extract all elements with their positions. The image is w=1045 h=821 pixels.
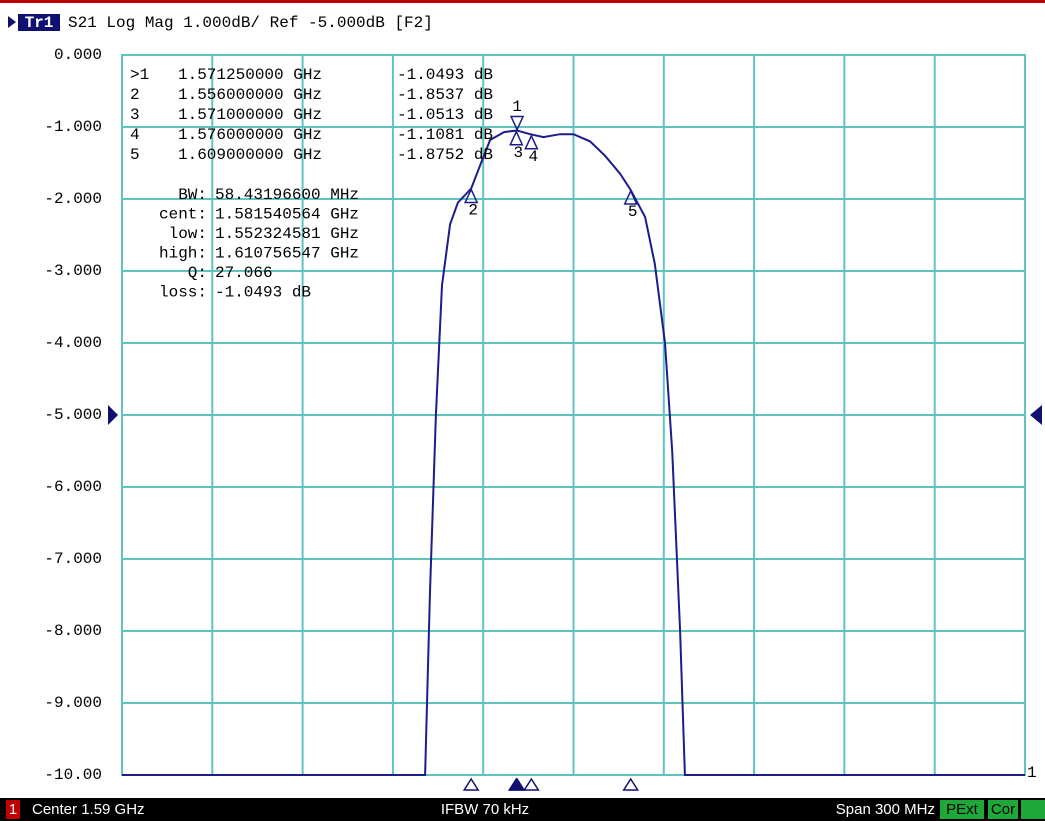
marker-value: -1.8537 dB bbox=[397, 86, 493, 104]
marker-number: 2 bbox=[468, 202, 478, 220]
status-text: PExt bbox=[946, 801, 979, 818]
top-border bbox=[0, 0, 1045, 3]
y-tick-label: -4.000 bbox=[44, 334, 102, 352]
center: Center 1.59 GHz bbox=[32, 801, 145, 818]
marker-frequency: 1.556000000 GHz bbox=[178, 86, 322, 104]
trace-title: S21 Log Mag 1.000dB/ Ref -5.000dB [F2] bbox=[68, 14, 433, 32]
trace-name: Tr1 bbox=[25, 14, 54, 32]
stimulus-marker bbox=[462, 777, 480, 791]
marker-label: >1 bbox=[130, 66, 149, 84]
status-box-clipped bbox=[1021, 800, 1045, 819]
marker-label: 4 bbox=[130, 126, 140, 144]
marker-value: -1.0513 dB bbox=[397, 106, 493, 124]
stat-label: high: bbox=[159, 245, 207, 263]
span: Span 300 MHz bbox=[836, 801, 935, 818]
marker-frequency: 1.571000000 GHz bbox=[178, 106, 322, 124]
status-box bbox=[988, 800, 1018, 819]
marker bbox=[509, 129, 524, 146]
marker-number: 4 bbox=[529, 148, 539, 166]
plot-frame bbox=[121, 54, 1026, 776]
channel-badge bbox=[6, 800, 20, 819]
stimulus-marker bbox=[622, 777, 640, 791]
stimulus-marker bbox=[507, 777, 525, 791]
marker-value: -1.1081 dB bbox=[397, 126, 493, 144]
marker-number: 5 bbox=[628, 203, 638, 221]
stat-label: loss: bbox=[159, 284, 207, 302]
y-tick-label: -5.000 bbox=[44, 406, 102, 424]
stat-label: low: bbox=[169, 225, 207, 243]
marker bbox=[524, 133, 539, 150]
y-tick-label: -9.000 bbox=[44, 694, 102, 712]
marker-label: 2 bbox=[130, 86, 140, 104]
trace bbox=[122, 129, 1025, 776]
trace-label: 1 bbox=[1027, 764, 1037, 782]
marker-value: -1.0493 dB bbox=[397, 66, 493, 84]
ref-marker-right bbox=[1030, 405, 1042, 425]
status-box bbox=[940, 800, 984, 819]
y-tick-label: -6.000 bbox=[44, 478, 102, 496]
marker-number: 3 bbox=[514, 144, 524, 162]
stimulus-marker bbox=[522, 777, 540, 791]
marker bbox=[463, 187, 479, 204]
stat-value: 1.581540564 GHz bbox=[215, 206, 359, 224]
marker bbox=[509, 115, 525, 132]
trace-indicator bbox=[8, 16, 16, 28]
y-tick-label: -2.000 bbox=[44, 190, 102, 208]
stat-label: Q: bbox=[188, 264, 207, 282]
marker-value: -1.8752 dB bbox=[397, 146, 493, 164]
y-tick-label: 0.000 bbox=[54, 46, 102, 64]
y-tick-label: -8.000 bbox=[44, 622, 102, 640]
marker bbox=[623, 189, 638, 205]
stat-value: -1.0493 dB bbox=[215, 284, 311, 302]
marker-number: 1 bbox=[512, 98, 522, 116]
status-text: Cor bbox=[991, 801, 1015, 818]
status-bar bbox=[0, 798, 1045, 821]
stat-value: 1.610756547 GHz bbox=[215, 245, 359, 263]
ref-marker-left bbox=[108, 405, 118, 425]
trace-badge bbox=[18, 14, 60, 31]
ifbw: IFBW 70 kHz bbox=[441, 801, 529, 818]
stat-label: cent: bbox=[159, 206, 207, 224]
y-tick-label: -1.000 bbox=[44, 118, 102, 136]
marker-frequency: 1.571250000 GHz bbox=[178, 66, 322, 84]
marker-label: 5 bbox=[130, 146, 140, 164]
marker-frequency: 1.609000000 GHz bbox=[178, 146, 322, 164]
channel: 1 bbox=[9, 801, 17, 818]
stat-value: 27.066 bbox=[215, 264, 273, 282]
stat-value: 58.43196600 MHz bbox=[215, 186, 359, 204]
y-tick-label: -7.000 bbox=[44, 550, 102, 568]
y-tick-label: -10.00 bbox=[44, 766, 102, 784]
marker-label: 3 bbox=[130, 106, 140, 124]
stat-label: BW: bbox=[178, 186, 207, 204]
marker-frequency: 1.576000000 GHz bbox=[178, 126, 322, 144]
stat-value: 1.552324581 GHz bbox=[215, 225, 359, 243]
y-tick-label: -3.000 bbox=[44, 262, 102, 280]
